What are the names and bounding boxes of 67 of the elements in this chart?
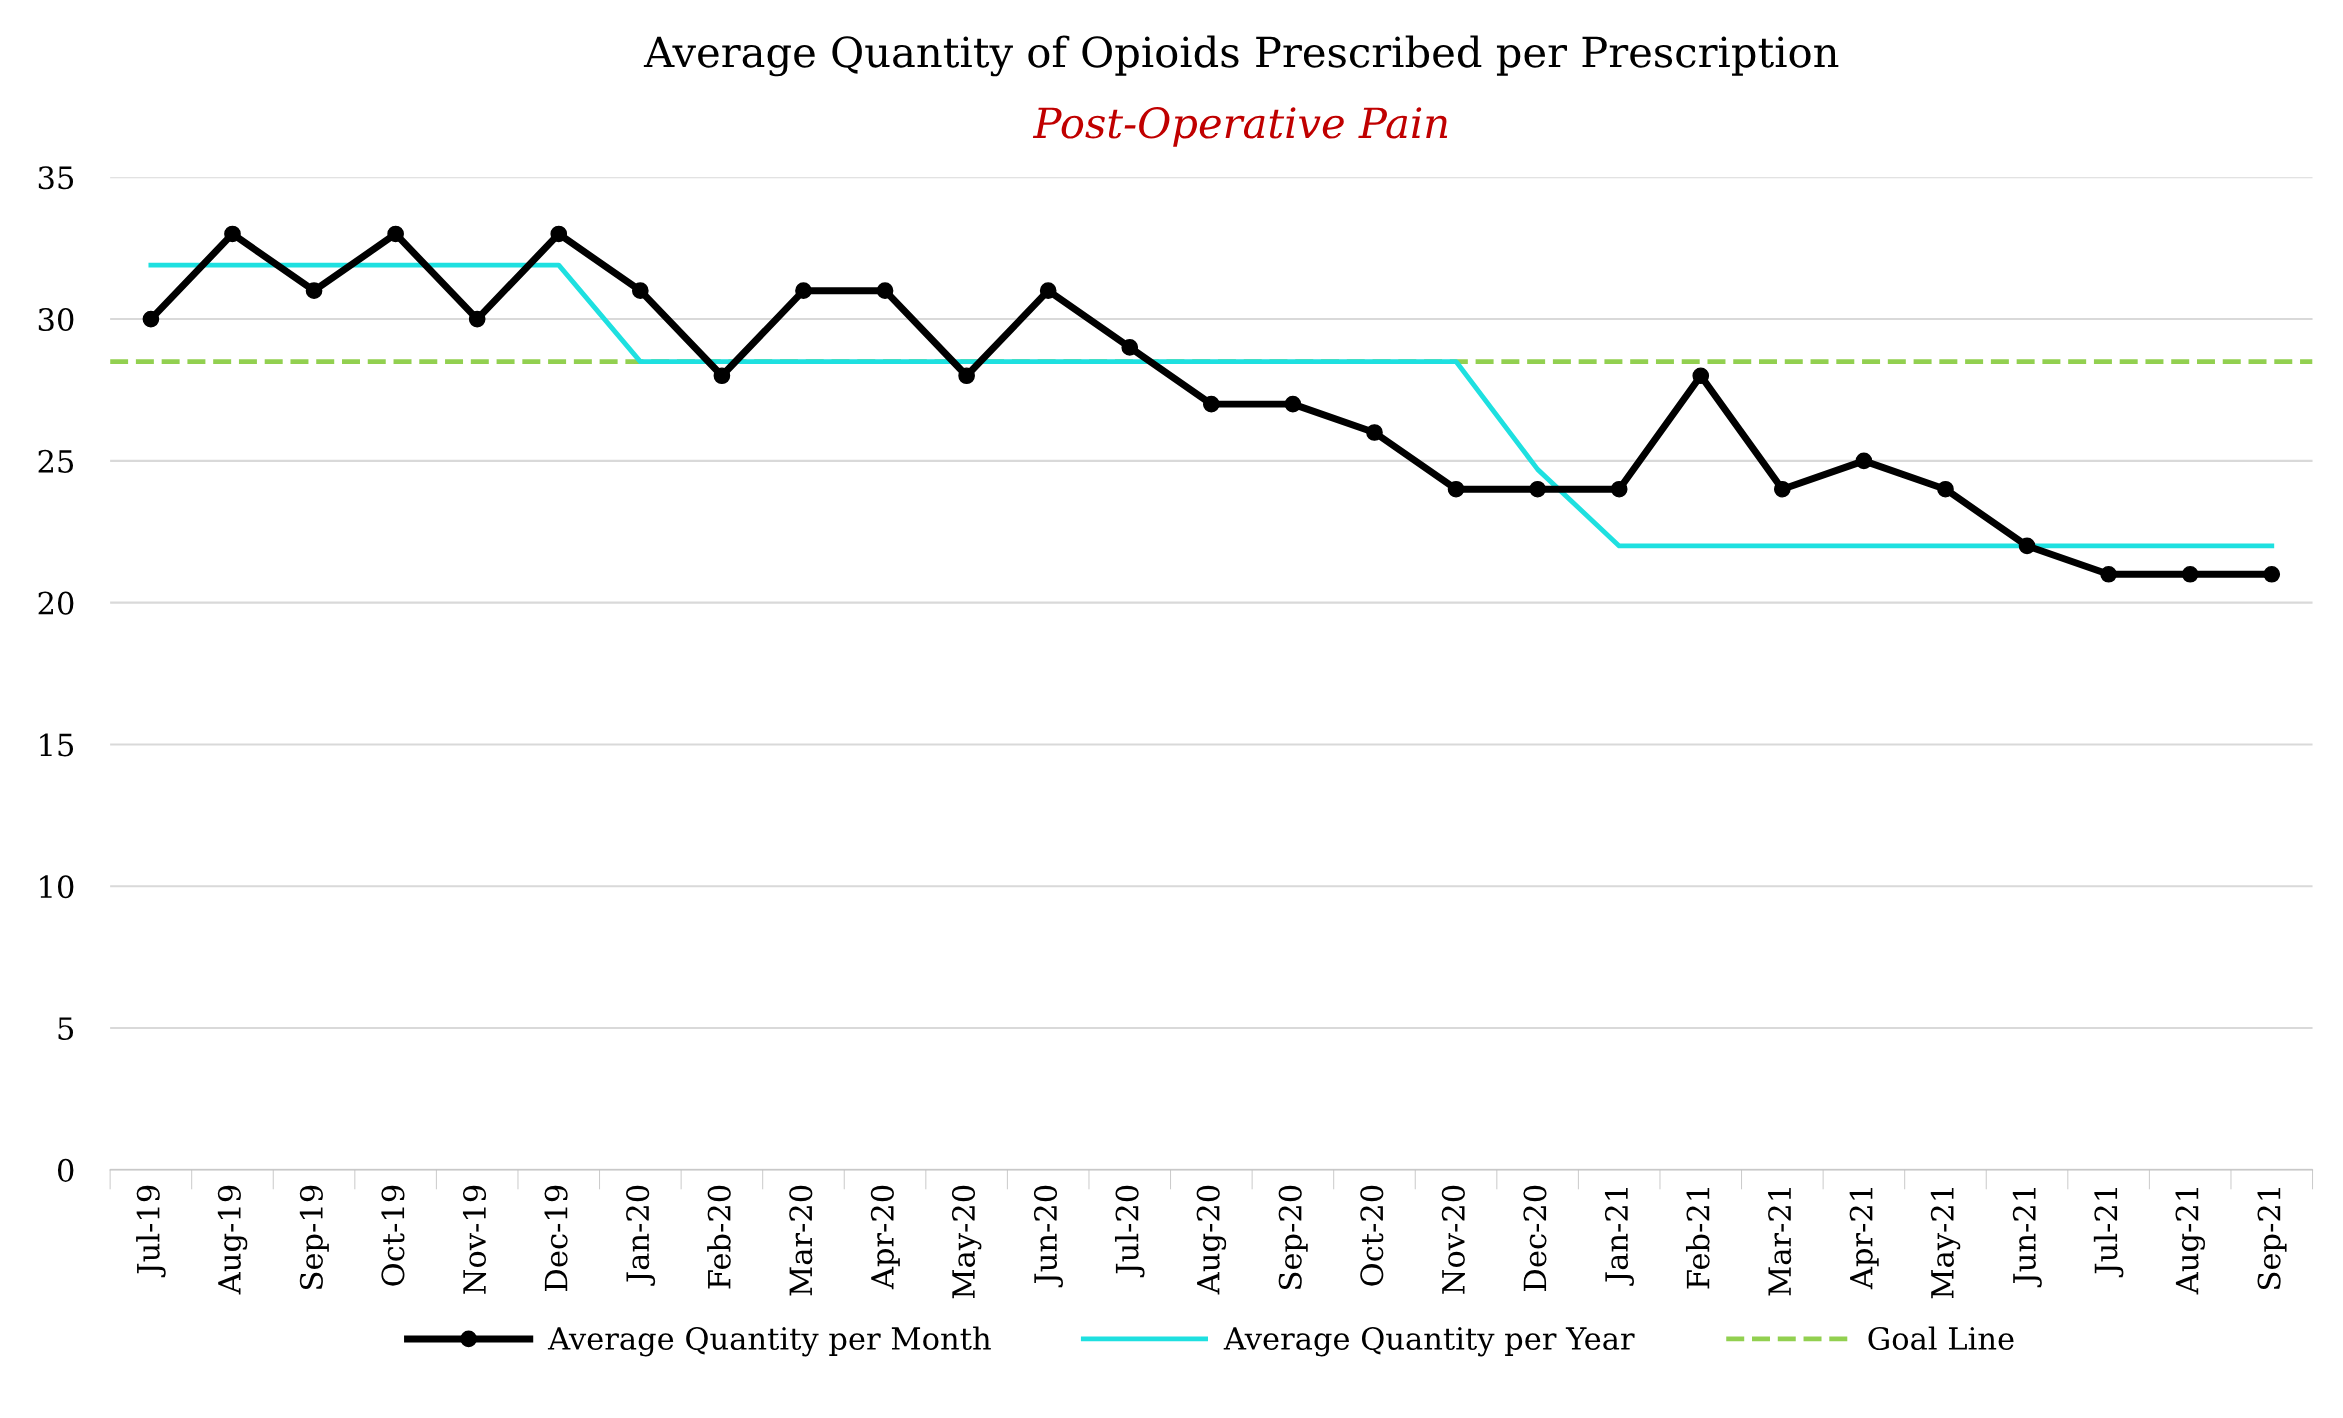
- point: [1773, 480, 1791, 498]
- point: [224, 225, 241, 243]
- point: [305, 282, 323, 300]
- legend-label: Average Quantity per Year: [1223, 1326, 1635, 1357]
- y-tick-label: 35: [38, 166, 74, 190]
- x-tick-label: Jun-20: [1033, 1185, 1063, 1288]
- y-tick-label: 10: [40, 875, 74, 899]
- x-tick-label: Jan-20: [626, 1185, 656, 1286]
- x-tick-label: Jul-20: [1114, 1185, 1145, 1278]
- point: [387, 225, 404, 243]
- x-tick-label: Feb-21: [1685, 1188, 1710, 1289]
- x-tick-label: Apr-20: [870, 1185, 900, 1290]
- y-tick-label: 5: [58, 1017, 74, 1041]
- x-tick-label: Mar-21: [1768, 1188, 1792, 1296]
- x-tick-label: Dec-19: [544, 1185, 568, 1291]
- x-tick-label: Nov-20: [1441, 1185, 1465, 1294]
- chart-title: Average Quantity of Opioids Prescribed per Prescription: [643, 35, 1839, 77]
- x-tick-label: Jan-21: [1604, 1188, 1634, 1286]
- y-tick-label: 0: [57, 1158, 74, 1182]
- x-tick-label: May-20: [951, 1185, 982, 1299]
- x-tick-label: Sep-21: [2257, 1188, 2287, 1289]
- point: [2263, 565, 2281, 583]
- point: [2181, 565, 2199, 583]
- x-tick-label: Jul-21: [2093, 1188, 2124, 1278]
- point: [876, 282, 894, 300]
- x-tick-label: Mar-20: [789, 1185, 813, 1296]
- y-tick-label: 20: [38, 591, 74, 615]
- point: [1121, 339, 1139, 356]
- x-tick-label: Oct-19: [381, 1185, 405, 1286]
- x-tick-label: Dec-20: [1523, 1185, 1547, 1291]
- x-tick-label: Nov-19: [462, 1185, 487, 1294]
- point: [2018, 537, 2036, 555]
- x-tick-label: Jun-21: [2012, 1188, 2042, 1288]
- legend-label: Goal Line: [1868, 1326, 2014, 1351]
- point: [1855, 452, 1873, 470]
- y-tick-label: 25: [38, 449, 74, 473]
- point: [1692, 367, 1710, 385]
- chart-subtitle: Post-Operative Pain: [1032, 107, 1448, 147]
- point: [1610, 480, 1628, 498]
- point: [550, 225, 568, 243]
- point: [958, 367, 975, 385]
- x-tick-label: Jul-19: [136, 1185, 166, 1278]
- point: [2100, 565, 2117, 583]
- legend-label: Average Quantity per Month: [547, 1326, 991, 1357]
- point: [1937, 480, 1954, 498]
- y-tick-label: 30: [38, 307, 74, 332]
- x-tick-label: Apr-21: [1849, 1188, 1879, 1290]
- x-tick-label: Sep-20: [1278, 1185, 1308, 1289]
- x-tick-label: May-21: [1930, 1188, 1961, 1299]
- point: [631, 282, 649, 300]
- point: [142, 310, 160, 328]
- x-tick-label: Oct-20: [1360, 1185, 1384, 1286]
- point: [1366, 424, 1383, 441]
- x-tick-label: Aug-21: [2175, 1188, 2205, 1295]
- point: [1447, 480, 1465, 498]
- x-tick-label: Feb-20: [707, 1185, 731, 1289]
- point: [468, 310, 486, 328]
- x-tick-label: Aug-19: [217, 1185, 248, 1295]
- y-tick-label: 15: [40, 733, 74, 757]
- point: [1284, 395, 1302, 413]
- point: [795, 282, 812, 300]
- x-tick-label: Aug-20: [1196, 1185, 1227, 1295]
- point: [1529, 480, 1546, 498]
- x-tick-label: Sep-19: [299, 1185, 329, 1289]
- point: [1202, 395, 1220, 413]
- point: [1039, 282, 1057, 300]
- point: [713, 367, 731, 385]
